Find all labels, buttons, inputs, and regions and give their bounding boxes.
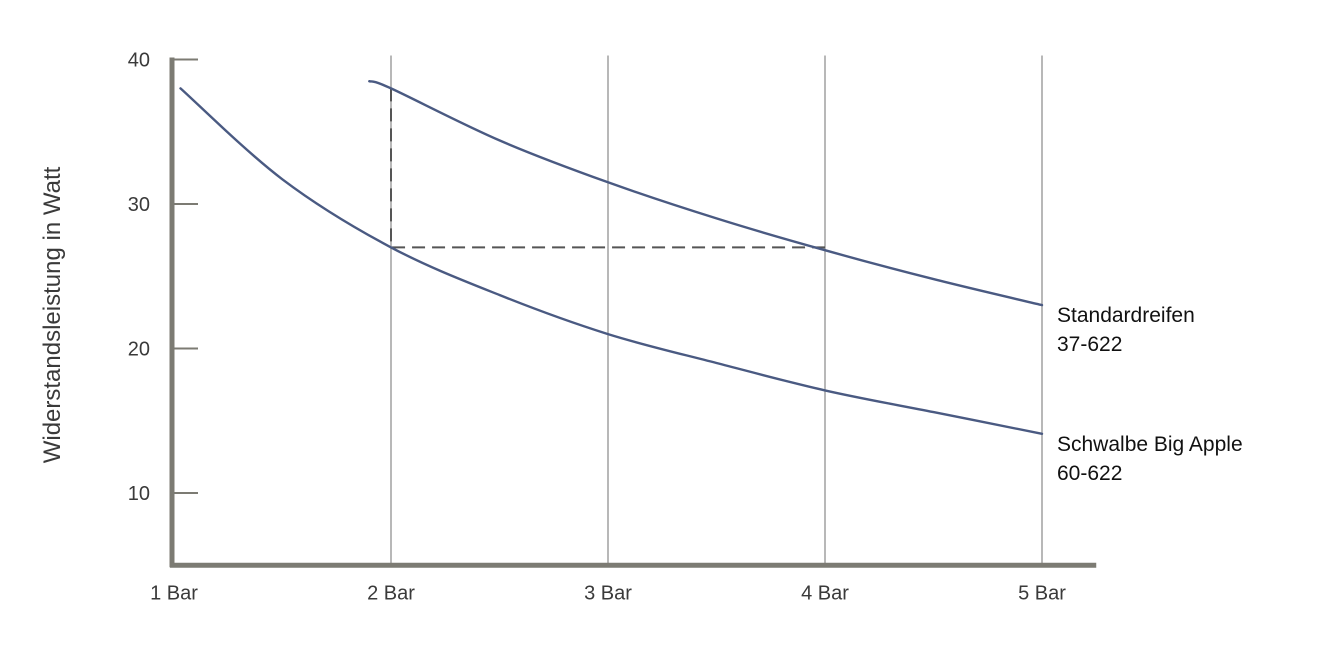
grid-lines [390, 55, 1043, 566]
x-tick-label: 4 Bar [801, 582, 849, 604]
series-line-standardreifen [368, 80, 1044, 307]
axes [169, 57, 1097, 568]
series-label-big-apple: Schwalbe Big Apple 60-622 [1057, 433, 1243, 485]
series-lines [179, 80, 1044, 435]
y-tick-label: 10 [128, 483, 150, 505]
x-tick-label: 2 Bar [367, 582, 415, 604]
series-label-line: Standardreifen [1057, 304, 1195, 327]
dashed-guide-line [390, 88, 825, 249]
series-label-line: Schwalbe Big Apple [1057, 433, 1243, 456]
y-tick-label: 40 [128, 50, 150, 72]
y-tick-label: 20 [128, 339, 150, 361]
series-label-line: 60-622 [1057, 462, 1122, 485]
y-tick-label: 30 [128, 194, 150, 216]
guide-annotation [390, 88, 825, 249]
series-label-standardreifen: Standardreifen 37-622 [1057, 304, 1195, 356]
x-tick-label: 3 Bar [584, 582, 632, 604]
x-tick-label: 1 Bar [150, 582, 198, 604]
tick-labels: 1 Bar 2 Bar 3 Bar 4 Bar 5 Bar 10 20 30 40 [128, 50, 1066, 605]
series-label-line: 37-622 [1057, 333, 1122, 356]
y-axis-label: Widerstandsleistung in Watt [39, 166, 66, 463]
series-labels: Standardreifen 37-622 Schwalbe Big Apple 60… [1057, 304, 1243, 485]
x-tick-label: 5 Bar [1018, 582, 1066, 604]
series-line-big-apple [179, 87, 1044, 435]
